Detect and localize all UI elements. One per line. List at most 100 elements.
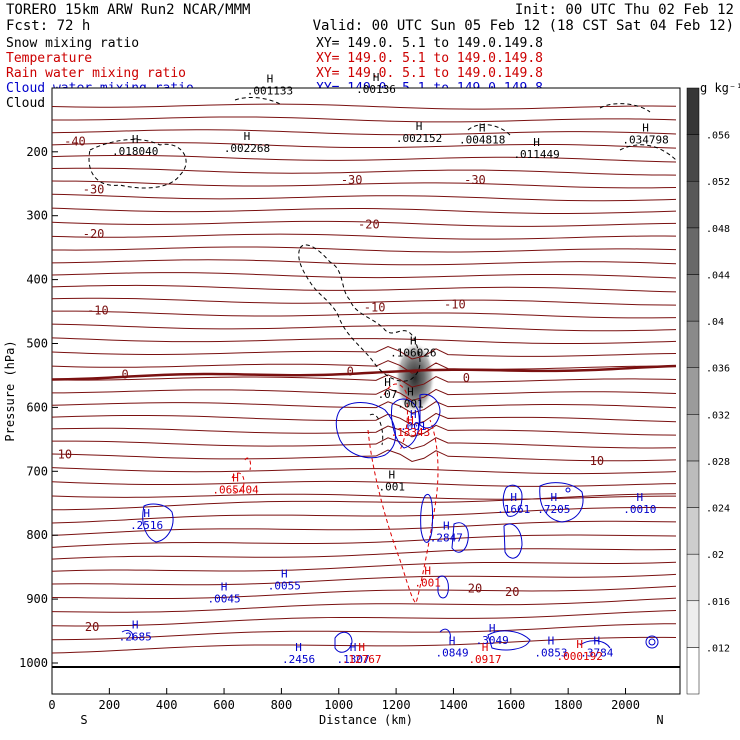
max-marker-value: .13343 [391, 426, 431, 439]
isotherm [52, 412, 677, 426]
max-marker-h: H [416, 120, 423, 133]
isotherm [52, 424, 677, 438]
isotherm [52, 129, 677, 136]
temperature-label: 20 [468, 582, 482, 596]
colorbar-segment [686, 320, 700, 368]
legend-entry: Rain water mixing ratio [6, 66, 186, 81]
max-marker-h: H [232, 472, 239, 485]
max-marker-value: .018040 [112, 145, 158, 158]
x-tick-label: 2000 [611, 698, 640, 712]
temperature-label: 0 [347, 364, 354, 378]
max-marker-value: .1307 [337, 653, 370, 666]
isotherm [52, 360, 677, 374]
isotherm [52, 346, 677, 360]
x-axis: 0 200 400 600 800 1000 1200 1400 1600 1800 2000 [48, 688, 640, 712]
max-marker-value: .2456 [282, 653, 315, 666]
isotherm [52, 388, 677, 402]
isotherm [52, 597, 677, 613]
max-marker-h: H [132, 133, 139, 146]
temperature-label: -30 [464, 173, 486, 187]
max-marker-value: .3784 [580, 647, 613, 660]
y-tick-label: 800 [26, 528, 48, 542]
isotherm [52, 246, 677, 253]
x-axis-title: Distance (km) [319, 713, 413, 727]
colorbar-segment [686, 414, 700, 462]
y-tick-label: 200 [26, 145, 48, 159]
header-fcst: Fcst: 72 h [6, 18, 90, 34]
zero-isotherm [52, 364, 677, 381]
isotherm [52, 259, 677, 266]
header-valid: Valid: 00 UTC Sun 05 Feb 12 (18 CST Sat … [313, 18, 734, 34]
snow-contours [88, 96, 677, 446]
max-marker-value: .002268 [224, 142, 270, 155]
colorbar-tick-label: .052 [706, 177, 730, 188]
max-marker-value: .3049 [476, 634, 509, 647]
temperature-label: 20 [85, 620, 99, 634]
max-marker-value: .004818 [459, 133, 505, 146]
colorbar-segment [686, 87, 700, 135]
x-end-label-north: N [656, 713, 663, 727]
max-marker-h: H [410, 408, 417, 421]
y-tick-label: 700 [26, 464, 48, 478]
x-tick-label: 1000 [324, 698, 353, 712]
max-marker-h: H [221, 580, 228, 593]
colorbar-segment [686, 367, 700, 415]
max-marker-h: H [548, 635, 555, 648]
isotherm [52, 337, 677, 345]
max-marker-h: H [267, 72, 274, 85]
max-marker-value: .00136 [356, 83, 396, 96]
max-marker-h: H [410, 334, 417, 347]
temperature-labels: -40 -30 -30 -30 -20 -20 -10 -10 -10 0 0 0 10 10 20 20 20 [58, 134, 604, 634]
isotherm [52, 520, 677, 536]
header-model: TORERO 15km ARW Run2 NCAR/MMM [6, 2, 250, 18]
colorbar-segment [686, 227, 700, 275]
colorbar-tick-label: .02 [706, 550, 724, 561]
max-marker-h: H [489, 622, 496, 635]
isotherm [52, 561, 677, 572]
temperature-label: 10 [58, 448, 72, 462]
isotherm [52, 534, 677, 548]
max-marker-h: H [388, 468, 395, 481]
max-marker-h: H [407, 385, 414, 398]
isotherm [52, 103, 677, 110]
isotherm [52, 623, 677, 641]
isotherm [52, 573, 677, 586]
x-tick-label: 1200 [382, 698, 411, 712]
y-axis-title: Pressure (hPa) [3, 340, 17, 441]
cloud-water-contours [121, 393, 659, 653]
isotherm [52, 310, 677, 319]
max-marker-value: .002152 [396, 132, 442, 145]
x-tick-label: 0 [48, 698, 55, 712]
isotherm [52, 207, 677, 215]
isotherm [52, 480, 677, 487]
temperature-label: -20 [83, 227, 105, 241]
max-marker-value: .0045 [207, 592, 240, 605]
temperature-label: -40 [64, 134, 86, 148]
y-tick-label: 400 [26, 273, 48, 287]
temperature-label: 0 [122, 368, 129, 382]
colorbar-tick-label: .048 [706, 224, 730, 235]
isotherm [52, 154, 677, 163]
temperature-label: 10 [590, 454, 604, 468]
max-marker-h: H [533, 136, 540, 149]
colorbar-segment [686, 553, 700, 602]
max-marker-value: .011449 [513, 148, 559, 161]
colorbar: g kg⁻¹ .012 .016 .02 .024 .028 .032 .036 .04 .04… [686, 81, 740, 695]
max-marker-value: .12767 [342, 653, 382, 666]
colorbar-tick-label: .036 [706, 364, 730, 375]
colorbar-segment [686, 460, 700, 508]
isotherm [52, 297, 677, 306]
max-marker-h: H [443, 520, 450, 533]
temperature-label: -20 [358, 217, 380, 231]
max-marker-value: .034798 [622, 133, 668, 146]
maxima-markers: H.001133H.00136H.018040H.002268H.002152H… [112, 71, 669, 666]
max-marker-value: .7205 [537, 503, 570, 516]
isotherm [52, 220, 677, 227]
max-marker-h: H [510, 491, 517, 504]
y-tick-label: 600 [26, 400, 48, 414]
max-marker-h: H [551, 491, 558, 504]
max-marker-h: H [384, 376, 391, 389]
x-tick-label: 400 [156, 698, 178, 712]
isotherm [52, 507, 677, 524]
